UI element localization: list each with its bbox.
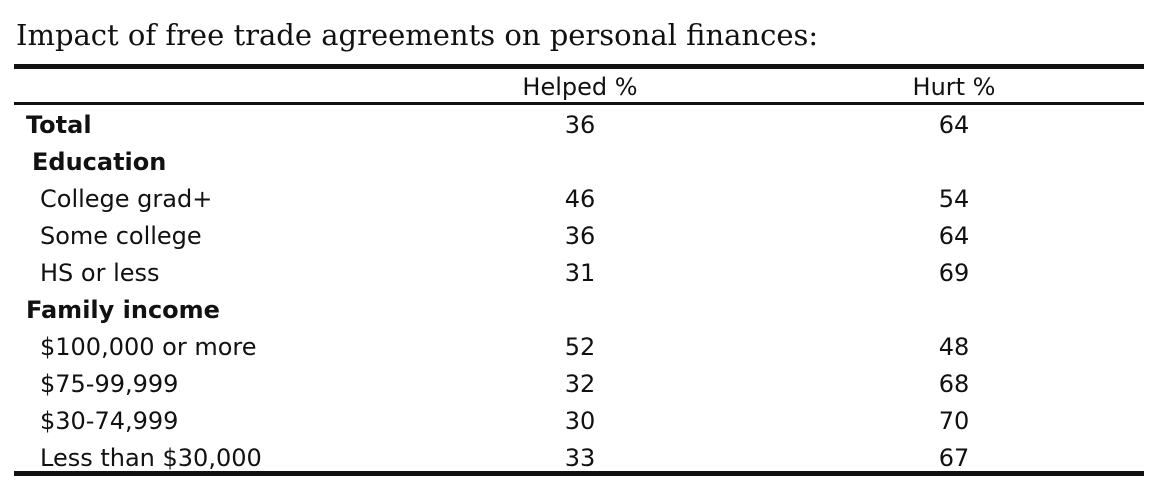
helped-value: 30 <box>564 407 596 435</box>
hurt-value: 67 <box>938 444 970 472</box>
table-row: Some college 36 64 <box>14 218 1144 255</box>
row-label: Family income <box>26 296 220 324</box>
helped-value: 46 <box>564 185 596 213</box>
table-header-rule <box>14 102 1144 105</box>
table-row: $75-99,999 32 68 <box>14 366 1144 403</box>
hurt-value: 64 <box>938 222 970 250</box>
hurt-value: 54 <box>938 185 970 213</box>
helped-value: 33 <box>564 444 596 472</box>
row-label: Education <box>32 148 167 176</box>
table-row: Total 36 64 <box>14 107 1144 144</box>
row-label: College grad+ <box>40 185 213 213</box>
table-row: Family income <box>14 292 1144 329</box>
row-label: $100,000 or more <box>40 333 257 361</box>
table-row: Education <box>14 144 1144 181</box>
helped-value: 31 <box>564 259 596 287</box>
helped-value: 36 <box>564 111 596 139</box>
hurt-value: 70 <box>938 407 970 435</box>
table-top-rule <box>14 64 1144 69</box>
helped-value: 36 <box>564 222 596 250</box>
row-label: $30-74,999 <box>40 407 179 435</box>
row-label: $75-99,999 <box>40 370 179 398</box>
table-row: $30-74,999 30 70 <box>14 403 1144 440</box>
row-label: Total <box>26 111 92 139</box>
helped-value: 52 <box>564 333 596 361</box>
row-label: Some college <box>40 222 202 250</box>
table-header-row: Helped % Hurt % <box>14 70 1144 104</box>
table-row: HS or less 31 69 <box>14 255 1144 292</box>
table-bottom-rule <box>14 471 1144 476</box>
helped-value: 32 <box>564 370 596 398</box>
hurt-value: 64 <box>938 111 970 139</box>
table-row: College grad+ 46 54 <box>14 181 1144 218</box>
column-header-hurt: Hurt % <box>912 73 996 101</box>
hurt-value: 48 <box>938 333 970 361</box>
hurt-value: 68 <box>938 370 970 398</box>
row-label: HS or less <box>40 259 160 287</box>
hurt-value: 69 <box>938 259 970 287</box>
table-title: Impact of free trade agreements on perso… <box>16 18 819 52</box>
column-header-helped: Helped % <box>522 73 638 101</box>
table-row: $100,000 or more 52 48 <box>14 329 1144 366</box>
table-row: Less than $30,000 33 67 <box>14 440 1144 477</box>
row-label: Less than $30,000 <box>40 444 262 472</box>
